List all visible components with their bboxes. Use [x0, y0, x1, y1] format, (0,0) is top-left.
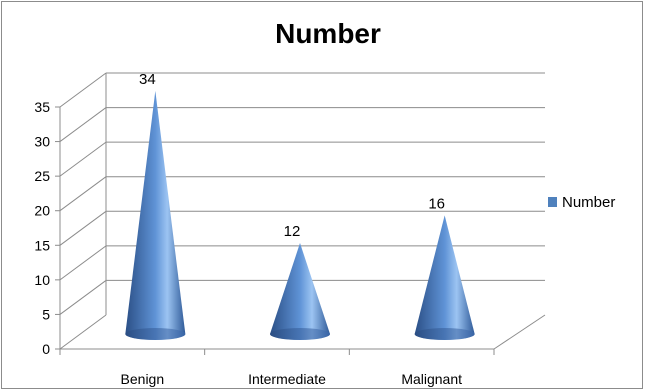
x-category-label: Malignant	[401, 371, 462, 387]
y-tick-label: 15	[34, 237, 50, 253]
cone-marks	[125, 90, 475, 340]
cone-body	[414, 215, 475, 340]
y-tick-label: 10	[34, 272, 50, 288]
cone-intermediate	[270, 243, 330, 340]
x-axis-category-labels: Benign Intermediate Malignant	[121, 371, 463, 387]
chart-title: Number	[275, 18, 381, 49]
side-wall-line	[59, 141, 107, 177]
data-labels: 34 12 16	[139, 71, 445, 240]
cone-benign	[125, 90, 186, 340]
y-axis-tick-labels: 0 5 10 15 20 25 30 35	[34, 99, 50, 357]
side-wall-line	[59, 280, 107, 315]
cone-base	[125, 328, 186, 340]
x-category-label: Benign	[121, 371, 165, 387]
cone-body	[270, 243, 330, 340]
legend-swatch	[548, 197, 557, 207]
cone-malignant	[414, 215, 475, 340]
legend-label: Number	[562, 194, 615, 211]
cone-body	[125, 90, 186, 340]
gridlines	[59, 72, 545, 350]
data-label: 12	[284, 223, 301, 240]
y-tick-label: 35	[34, 99, 50, 115]
cone-base	[414, 328, 475, 340]
floor-right-edge	[493, 314, 546, 350]
y-tick-label: 25	[34, 168, 50, 184]
y-tick-label: 5	[42, 306, 50, 322]
side-wall-line	[59, 245, 107, 281]
side-wall-line	[59, 176, 107, 212]
side-wall-line	[59, 314, 107, 350]
x-category-label: Intermediate	[248, 371, 326, 387]
cone-base	[270, 328, 330, 340]
y-tick-label: 30	[34, 134, 50, 150]
side-wall-line	[59, 107, 107, 142]
side-wall-line	[59, 72, 107, 108]
side-wall-line	[59, 210, 107, 246]
y-tick-label: 20	[34, 203, 50, 219]
legend: Number	[548, 194, 615, 211]
data-label: 34	[139, 71, 156, 88]
data-label: 16	[428, 195, 445, 212]
axes	[55, 73, 546, 355]
y-tick-label: 0	[42, 341, 50, 357]
